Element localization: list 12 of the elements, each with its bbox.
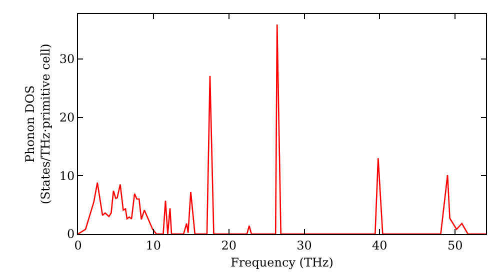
x-tick-label: 30 (296, 238, 312, 252)
y-axis-title: Phonon DOS (States/THz·primitive cell) (23, 44, 53, 204)
y-tick-label: 0 (66, 227, 75, 242)
x-axis-title: Frequency (THz) (230, 255, 334, 270)
x-tick-label: 50 (447, 238, 463, 252)
y-tick-label: 30 (59, 52, 75, 66)
y-tick-label: 10 (59, 168, 75, 183)
x-tick-label: 40 (372, 238, 388, 252)
x-tick-label: 20 (221, 238, 236, 252)
line-series (78, 24, 486, 234)
x-tick-label: 10 (146, 238, 162, 252)
y-tick-label: 20 (59, 110, 75, 124)
